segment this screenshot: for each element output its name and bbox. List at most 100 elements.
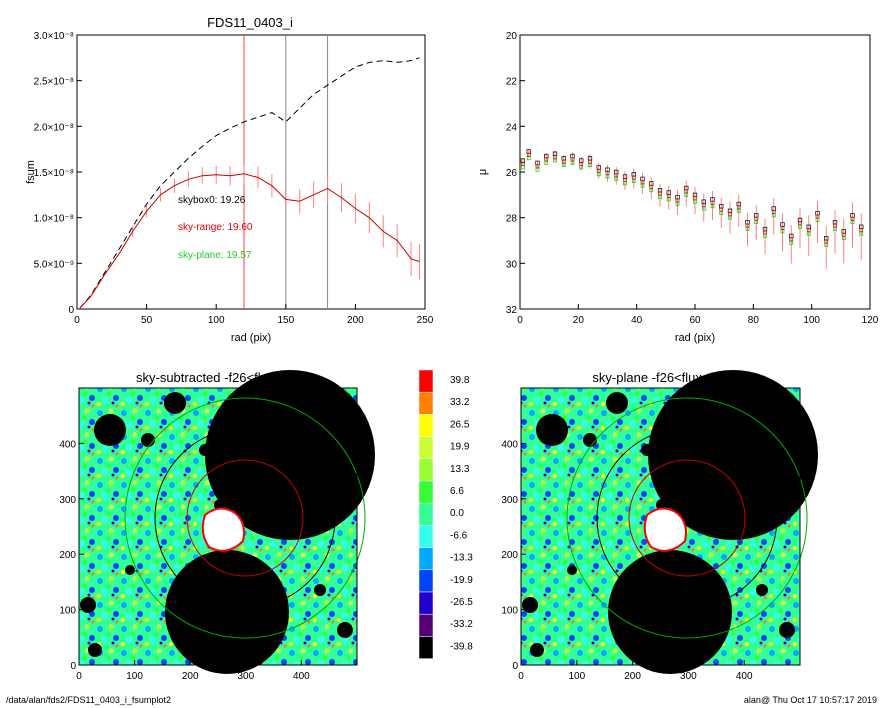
mask-blob: [314, 584, 326, 596]
mask-blob: [80, 597, 96, 613]
y-tick-label: 100: [501, 606, 518, 617]
mu-profile-plot: 0 20 40 60 80 100 120 20 22 24 26 28 30 32 rad (pix)…: [477, 31, 879, 344]
data-point: [649, 184, 654, 189]
chart-title: FDS11_0403_i: [207, 15, 293, 30]
colorbar: 39.8 33.2 26.5 19.9 13.3 6.6 0.0 -6.6 -13.3 -19.9…: [418, 369, 473, 659]
y-tick-label: 28: [506, 214, 518, 225]
colorbar-label: 6.6: [450, 486, 464, 497]
data-point: [596, 169, 601, 173]
colorbar-swatch: [418, 591, 434, 615]
x-tick-label: 300: [237, 671, 254, 682]
data-point: [798, 221, 802, 226]
mask-blob: [536, 414, 568, 446]
data-point: [850, 220, 855, 225]
x-tick-label: 60: [689, 315, 701, 326]
data-point: [693, 196, 697, 201]
data-point: [710, 200, 715, 205]
colorbar-swatch: [418, 569, 434, 593]
data-point: [623, 181, 627, 186]
image-frame: [520, 387, 801, 666]
data-point: [763, 234, 767, 238]
data-point: [596, 172, 601, 177]
x-tick-label: 200: [624, 671, 641, 682]
y-tick-label: 0: [70, 661, 76, 672]
data-point: [859, 228, 864, 233]
data-point: [815, 214, 820, 219]
y-tick-label: 300: [501, 495, 518, 506]
data-point: [719, 211, 724, 215]
data-point: [833, 223, 837, 228]
outer-aperture: [566, 397, 808, 639]
mask-blob: [125, 565, 135, 575]
data-point: [693, 199, 697, 204]
data-point: [579, 165, 584, 170]
central-galaxy: [201, 507, 245, 552]
data-point: [684, 192, 689, 197]
x-tick-label: 400: [293, 671, 310, 682]
colorbar-swatch: [418, 547, 434, 571]
data-point: [570, 157, 575, 162]
colorbar-swatch: [418, 414, 434, 437]
middle-aperture: [596, 427, 778, 609]
y-tick-label: 2.0×10⁻⁸: [34, 122, 74, 133]
colorbar-swatch: [418, 636, 434, 659]
data-point: [649, 188, 654, 193]
colorbar-label: 13.3: [450, 464, 470, 475]
x-tick-label: 300: [680, 671, 697, 682]
y-tick-label: 32: [506, 305, 518, 316]
annotation-skybox0: skybox0: 19.26: [178, 195, 246, 206]
data-point: [824, 243, 829, 247]
colorbar-swatch: [418, 480, 434, 504]
y-tick-label: 26: [506, 168, 518, 179]
data-point: [666, 194, 671, 198]
data-point: [535, 164, 540, 169]
data-point: [623, 178, 627, 182]
colorbar-swatch: [418, 525, 434, 548]
data-point: [763, 230, 767, 235]
y-tick-label: 200: [501, 550, 518, 561]
mask-blob: [756, 584, 768, 596]
x-tick-label: 0: [518, 671, 524, 682]
data-point: [745, 227, 750, 231]
inner-aperture: [628, 459, 746, 577]
data-point: [736, 208, 741, 213]
x-tick-label: 100: [126, 671, 143, 682]
data-point: [859, 231, 864, 236]
x-tick-label: 0: [74, 315, 80, 326]
y-tick-label: 3.0×10⁻⁸: [34, 31, 74, 42]
data-point: [789, 240, 794, 245]
y-tick-label: 20: [506, 31, 518, 42]
data-point: [806, 228, 811, 233]
x-axis-label: rad (pix): [231, 332, 271, 344]
data-point: [561, 159, 566, 164]
central-galaxy: [643, 507, 687, 552]
data-point: [526, 156, 531, 161]
y-tick-label: 22: [506, 77, 518, 88]
data-point: [780, 229, 785, 234]
mask-blob: [199, 444, 211, 456]
data-point: [841, 236, 846, 241]
y-tick-label: 24: [506, 122, 518, 133]
mask-large-lower: [608, 550, 732, 674]
x-tick-label: 80: [748, 315, 760, 326]
data-point: [719, 207, 724, 212]
mask-blob: [583, 433, 597, 447]
data-point: [614, 173, 619, 178]
data-point: [553, 155, 557, 160]
x-tick-label: 200: [182, 671, 199, 682]
data-point: [833, 227, 837, 231]
data-point: [736, 205, 741, 210]
x-tick-label: 40: [631, 315, 643, 326]
colorbar-swatch: [418, 458, 434, 482]
footer-path: /data/alan/fds2/FDS11_0403_i_fsumplot2: [6, 695, 171, 705]
data-point: [614, 177, 619, 181]
y-tick-label: 200: [59, 550, 76, 561]
y-axis-label: μ: [477, 169, 489, 175]
colorbar-swatch: [418, 391, 434, 415]
data-point: [544, 161, 549, 165]
colorbar-swatch: [418, 436, 434, 460]
x-tick-label: 0: [76, 671, 82, 682]
data-point: [684, 189, 689, 194]
masked-regions: [522, 370, 818, 674]
colorbar-swatch: [418, 369, 434, 393]
